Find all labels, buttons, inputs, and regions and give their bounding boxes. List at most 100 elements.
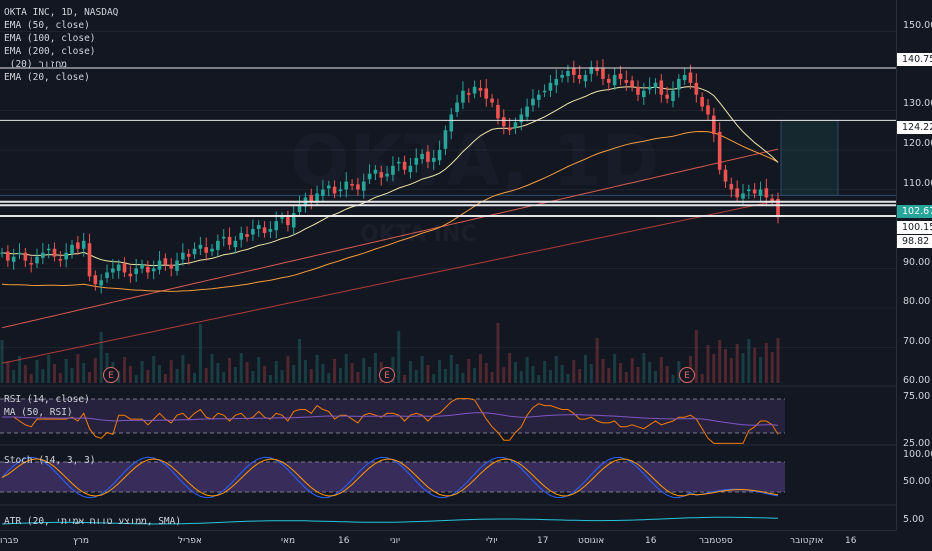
volume-bar	[64, 359, 68, 383]
volume-bar	[228, 358, 232, 383]
candle-body	[23, 252, 28, 261]
volume-bar	[298, 339, 302, 383]
volume-bar	[187, 364, 191, 383]
volume-bar	[508, 353, 512, 383]
candle-body	[11, 256, 16, 262]
volume-bar	[420, 356, 424, 383]
volume-bar	[764, 343, 768, 383]
volume-bar	[490, 372, 494, 383]
candle-body	[198, 244, 203, 249]
candle-body	[157, 260, 162, 270]
candle-body	[58, 259, 63, 261]
rsi-ma-legend[interactable]: MA (50, RSI)	[4, 407, 73, 418]
ema50-line	[1, 130, 779, 292]
stoch-legend[interactable]: Stoch (14, 3, 3)	[4, 455, 96, 466]
candle-body	[274, 221, 279, 231]
candle-body	[146, 266, 150, 273]
volume-bar	[572, 360, 576, 383]
volume-bar	[175, 369, 179, 383]
candle-body	[192, 248, 197, 255]
candle-body	[536, 94, 541, 100]
candle-body	[636, 86, 640, 95]
candle-body	[256, 225, 261, 229]
candle-body	[630, 80, 634, 87]
legend-symbol[interactable]: OKTA INC, 1D, NASDAQ	[4, 7, 119, 18]
candle-body	[752, 189, 757, 194]
candle-body	[76, 242, 80, 249]
candle-body	[216, 240, 220, 250]
volume-bar	[70, 368, 74, 383]
level-badge: 140.75	[897, 53, 932, 66]
volume-bar	[373, 353, 377, 383]
volume-bar	[566, 374, 570, 383]
candle-body	[624, 80, 629, 83]
candle-body	[309, 195, 314, 202]
atr-legend[interactable]: ATR (20, ממוצע טווח אמיתי, SMA)	[4, 516, 182, 527]
volume-bar	[18, 356, 22, 383]
earnings-marker[interactable]: E	[679, 367, 695, 383]
candle-body	[210, 248, 214, 252]
candle-body	[589, 67, 594, 74]
volume-bar	[286, 356, 290, 383]
symbol-watermark: OKTA, 1D	[290, 120, 660, 202]
legend-ema200[interactable]: EMA (200, close)	[4, 46, 96, 57]
candle-body	[46, 248, 51, 251]
volume-bar	[181, 355, 185, 383]
level-badge: 124.22	[897, 121, 932, 134]
candle-body	[466, 93, 471, 95]
volume-bar	[344, 354, 348, 383]
volume-bar	[432, 374, 436, 383]
price-tick: 150.00	[903, 20, 932, 31]
volume-bar	[128, 366, 132, 383]
volume-bar	[6, 361, 10, 383]
volume-bar	[543, 361, 547, 383]
candle-body	[408, 165, 413, 173]
volume-bar	[548, 370, 552, 383]
candle-body	[134, 268, 138, 275]
rsi-tick: 25.00	[903, 438, 931, 449]
time-label: אוקטובר	[790, 536, 824, 546]
earnings-marker[interactable]: E	[379, 367, 395, 383]
volume-bar	[99, 332, 103, 383]
candle-body	[6, 251, 10, 261]
time-label: פברו	[0, 536, 19, 546]
level-badge: 100.15	[897, 221, 932, 234]
volume-bar	[642, 353, 646, 383]
legend-ema50[interactable]: EMA (50, close)	[4, 20, 90, 31]
candle-body	[41, 252, 45, 258]
candle-body	[81, 240, 86, 249]
volume-bar	[82, 363, 86, 383]
legend-volume[interactable]: (20) מחזור	[4, 59, 67, 70]
volume-bar	[513, 362, 517, 383]
candle-body	[548, 82, 553, 91]
legend-ema100[interactable]: EMA (100, close)	[4, 33, 96, 44]
time-label: אוגוסט	[578, 536, 605, 546]
volume-bar	[653, 371, 657, 383]
volume-bar	[496, 323, 500, 383]
time-label: ספטמבר	[699, 536, 733, 546]
volume-bar	[438, 360, 442, 383]
legend-ema20[interactable]: EMA (20, close)	[4, 72, 90, 83]
candle-body	[140, 264, 144, 269]
candle-body	[64, 252, 68, 260]
candle-body	[262, 227, 267, 233]
volume-bar	[257, 357, 261, 383]
volume-bar	[408, 361, 412, 383]
volume-bar	[93, 358, 97, 383]
time-label: 16	[645, 536, 657, 546]
volume-bar	[204, 368, 208, 383]
volume-bar	[478, 354, 482, 383]
volume-bar	[467, 359, 471, 383]
candle-body	[93, 275, 98, 285]
candle-body	[326, 185, 331, 189]
earnings-marker[interactable]: E	[103, 367, 119, 383]
candle-body	[338, 189, 343, 192]
volume-bar	[659, 357, 663, 383]
candle-body	[169, 264, 174, 269]
time-label: 16	[845, 536, 857, 546]
volume-bar	[356, 372, 360, 383]
price-scale[interactable]: 150.00 130.00 120.00 110.00 90.00 80.00 …	[896, 0, 932, 530]
time-axis[interactable]: פברו מרץ אפריל מאי 16 יוני יולי 17 אוגוס…	[0, 530, 896, 551]
rsi-legend[interactable]: RSI (14, close)	[4, 394, 90, 405]
